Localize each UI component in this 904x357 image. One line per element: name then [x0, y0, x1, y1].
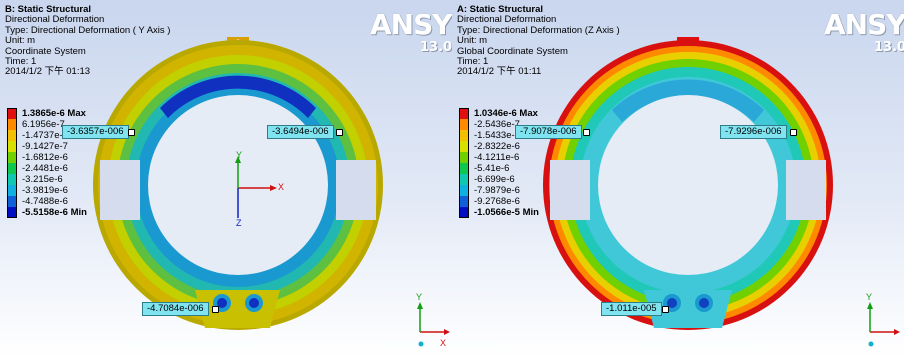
legend-swatch — [7, 185, 17, 196]
analysis-title: A: Static Structural — [457, 4, 544, 15]
result-coordinate-system: Coordinate System — [5, 45, 86, 57]
corner-triad-x-label: X — [440, 338, 447, 348]
probe-marker[interactable] — [336, 129, 343, 136]
legend-label: -4.1211e-6 — [474, 152, 520, 163]
legend-label: -2.5436e-7 — [474, 119, 520, 130]
legend-label: -3.215e-6 — [22, 174, 63, 185]
result-coordinate-system: Global Coordinate System — [457, 45, 568, 57]
result-unit: Unit: m — [5, 35, 36, 47]
probe-marker[interactable] — [790, 129, 797, 136]
legend-label: -7.9879e-6 — [474, 185, 520, 196]
legend-label: -4.7488e-6 — [22, 196, 68, 207]
legend-label: -1.0566e-5 Min — [474, 207, 539, 218]
result-time: Time: 1 — [457, 56, 489, 68]
legend-label: -1.5433e-6 — [474, 130, 520, 141]
result-date: 2014/1/2 下午 01:11 — [457, 66, 542, 78]
viewport-left[interactable]: Y X Z Y X B: Static Structural Direction… — [0, 0, 452, 357]
probe-label[interactable]: -3.6494e-006 — [267, 125, 334, 139]
probe-marker[interactable] — [128, 129, 135, 136]
probe-label[interactable]: -7.9296e-006 — [720, 125, 787, 139]
probe-marker[interactable] — [583, 129, 590, 136]
legend-label: 1.0346e-6 Max — [474, 108, 538, 119]
legend-swatch — [7, 174, 17, 185]
ansys-logo: ANSYS — [370, 8, 452, 41]
result-time: Time: 1 — [5, 56, 37, 68]
legend-swatch — [459, 130, 469, 141]
corner-triad-y-label: Y — [866, 292, 873, 302]
legend-swatch — [459, 185, 469, 196]
legend-swatch — [7, 119, 17, 130]
legend-label: -1.4737e-7 — [22, 130, 68, 141]
legend-swatch — [459, 196, 469, 207]
ansys-version: 13.0 — [874, 40, 904, 55]
legend-label: 1.3865e-6 Max — [22, 108, 86, 119]
corner-triad-y-label: Y — [416, 292, 423, 302]
ansys-logo: ANSYS — [824, 8, 904, 41]
legend-label: -9.1427e-7 — [22, 141, 68, 152]
result-name: Directional Deformation — [457, 14, 557, 26]
result-name: Directional Deformation — [5, 14, 105, 26]
probe-marker[interactable] — [662, 306, 669, 313]
legend-swatch — [7, 152, 17, 163]
probe-label[interactable]: -3.6357e-006 — [62, 125, 129, 139]
legend-label: -5.5158e-6 Min — [22, 207, 87, 218]
legend-label: -5.41e-6 — [474, 163, 510, 174]
probe-label[interactable]: -1.011e-005 — [601, 302, 662, 316]
triad-z-label: Z — [236, 218, 242, 228]
legend-label: -6.699e-6 — [474, 174, 515, 185]
legend-swatch — [7, 207, 17, 218]
legend-swatch — [7, 141, 17, 152]
result-type: Type: Directional Deformation ( Y Axis ) — [5, 24, 171, 36]
triad-x-label: X — [278, 182, 285, 192]
legend-swatch — [459, 174, 469, 185]
legend-swatch — [459, 108, 469, 119]
legend-swatch — [7, 108, 17, 119]
probe-label[interactable]: -7.9078e-006 — [515, 125, 582, 139]
legend-swatch — [459, 152, 469, 163]
viewport-right[interactable]: Y A: Static Structural Directional Defor… — [452, 0, 904, 357]
result-info-block: A: Static Structural Directional Deforma… — [457, 4, 620, 78]
legend-swatch — [7, 130, 17, 141]
legend-label: -2.8322e-6 — [474, 141, 520, 152]
legend-swatch — [459, 141, 469, 152]
probe-label[interactable]: -4.7084e-006 — [142, 302, 209, 316]
result-info-block: B: Static Structural Directional Deforma… — [5, 4, 171, 78]
legend-label: 6.1956e-7 — [22, 119, 65, 130]
result-unit: Unit: m — [457, 35, 488, 47]
legend-label: -9.2768e-6 — [474, 196, 520, 207]
legend-swatch — [459, 163, 469, 174]
legend-swatch — [459, 119, 469, 130]
legend-swatch — [7, 196, 17, 207]
legend-swatch — [459, 207, 469, 218]
legend-swatch — [7, 163, 17, 174]
result-type: Type: Directional Deformation (Z Axis ) — [457, 24, 620, 36]
analysis-title: B: Static Structural — [5, 4, 92, 15]
triad-y-label: Y — [236, 150, 243, 160]
legend-label: -1.6812e-6 — [22, 152, 68, 163]
ansys-version: 13.0 — [420, 40, 452, 55]
result-date: 2014/1/2 下午 01:13 — [5, 66, 91, 78]
legend-label: -3.9819e-6 — [22, 185, 68, 196]
ring-model-z-deformation[interactable] — [452, 0, 904, 357]
probe-marker[interactable] — [212, 306, 219, 313]
legend-label: -2.4481e-6 — [22, 163, 68, 174]
